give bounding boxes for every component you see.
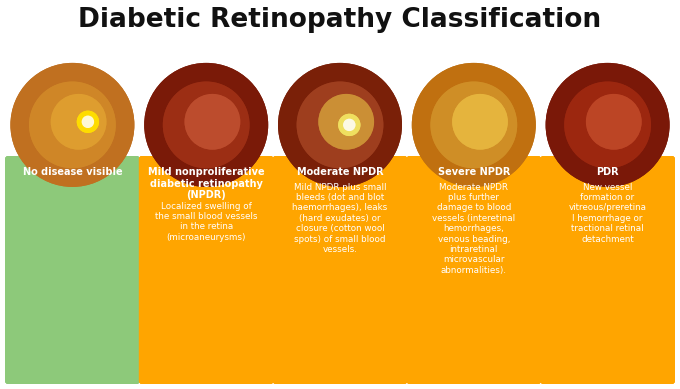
- Circle shape: [586, 94, 642, 150]
- Circle shape: [163, 82, 250, 168]
- Circle shape: [430, 82, 517, 168]
- Text: Moderate NPDR
plus further
damage to blood
vessels (interetinal
hemorrhages,
ven: Moderate NPDR plus further damage to blo…: [432, 182, 515, 275]
- Circle shape: [545, 63, 670, 187]
- Text: Mild NPDR plus small
bleeds (dot and blot
haemorrhages), leaks
(hard exudates) o: Mild NPDR plus small bleeds (dot and blo…: [292, 182, 388, 254]
- Circle shape: [318, 94, 374, 150]
- Circle shape: [412, 63, 536, 187]
- Circle shape: [545, 63, 670, 187]
- Text: Mild nonproliferative
diabetic retinopathy
(NPDR): Mild nonproliferative diabetic retinopat…: [148, 167, 265, 200]
- Circle shape: [163, 82, 250, 168]
- Text: Moderate NPDR: Moderate NPDR: [296, 167, 384, 177]
- Circle shape: [564, 82, 651, 168]
- FancyBboxPatch shape: [139, 156, 273, 384]
- Circle shape: [77, 110, 99, 133]
- FancyBboxPatch shape: [273, 156, 407, 384]
- Circle shape: [296, 82, 384, 168]
- Text: Diabetic Retinopathy Classification: Diabetic Retinopathy Classification: [78, 7, 602, 33]
- Circle shape: [144, 63, 268, 187]
- Circle shape: [184, 94, 240, 150]
- FancyBboxPatch shape: [407, 156, 541, 384]
- Circle shape: [10, 63, 135, 187]
- Circle shape: [296, 82, 384, 168]
- Circle shape: [51, 94, 107, 150]
- Circle shape: [318, 94, 374, 150]
- Circle shape: [29, 82, 116, 168]
- FancyBboxPatch shape: [5, 156, 140, 384]
- Text: Severe NPDR: Severe NPDR: [438, 167, 510, 177]
- Circle shape: [338, 114, 360, 136]
- Circle shape: [10, 63, 135, 187]
- Circle shape: [29, 82, 116, 168]
- Circle shape: [278, 63, 402, 187]
- Circle shape: [343, 119, 356, 131]
- Circle shape: [82, 116, 94, 128]
- FancyBboxPatch shape: [407, 156, 541, 384]
- Circle shape: [343, 119, 356, 131]
- Text: Localized swelling of
the small blood vessels
in the retina
(microaneurysms): Localized swelling of the small blood ve…: [155, 202, 258, 242]
- Circle shape: [452, 94, 508, 150]
- FancyBboxPatch shape: [5, 156, 140, 384]
- Circle shape: [184, 94, 240, 150]
- Circle shape: [452, 94, 508, 150]
- Text: PDR: PDR: [596, 167, 619, 177]
- Text: New vessel
formation or
vitreous/preretina
l hemorrhage or
tractional retinal
de: New vessel formation or vitreous/prereti…: [568, 182, 647, 244]
- Circle shape: [586, 94, 642, 150]
- FancyBboxPatch shape: [540, 156, 675, 384]
- Circle shape: [412, 63, 536, 187]
- Circle shape: [82, 116, 94, 128]
- Text: No disease visible: No disease visible: [22, 167, 122, 177]
- FancyBboxPatch shape: [273, 156, 407, 384]
- FancyBboxPatch shape: [540, 156, 675, 384]
- Circle shape: [338, 114, 360, 136]
- Circle shape: [430, 82, 517, 168]
- Circle shape: [278, 63, 402, 187]
- Circle shape: [564, 82, 651, 168]
- Circle shape: [144, 63, 268, 187]
- Circle shape: [51, 94, 107, 150]
- FancyBboxPatch shape: [139, 156, 273, 384]
- Circle shape: [77, 110, 99, 133]
